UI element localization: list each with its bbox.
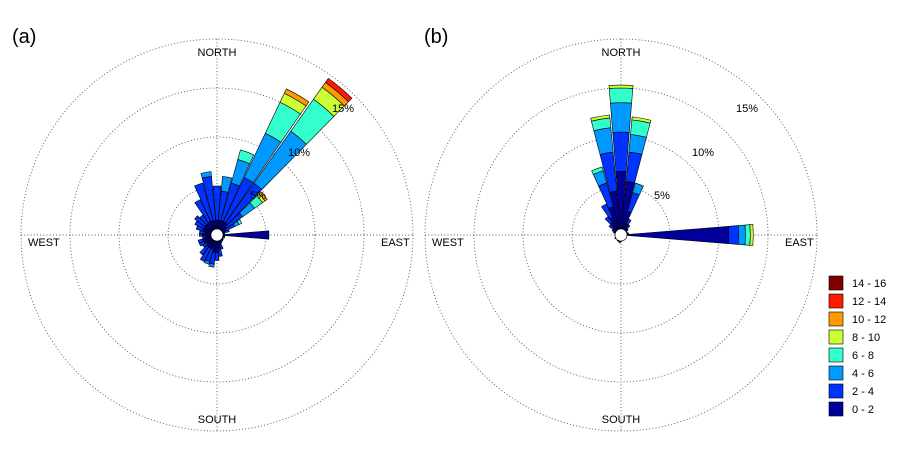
legend-swatch-2-4 (828, 383, 844, 399)
wedge-a-dir60-bin3 (236, 219, 243, 225)
legend-label-0-2: 0 - 2 (852, 404, 874, 416)
wedge-b-dir10-bin4 (631, 116, 652, 124)
panel-label-b: (b) (424, 26, 448, 48)
wedge-b-dir40-bin1 (626, 224, 631, 229)
wedge-a-dir310-bin1 (194, 215, 207, 227)
east-label-a: EAST (381, 237, 410, 249)
wedge-b-dir0-bin3 (608, 87, 634, 104)
wedge-a-dir170-bin1 (218, 248, 223, 257)
wedge-b-dir90-bin1 (728, 225, 739, 245)
wedge-b-dir10-bin2 (628, 134, 647, 155)
wedge-b-dir0-bin4 (608, 84, 634, 89)
wedge-b-dir340-bin3 (591, 166, 604, 175)
ring-label-15-b: 15% (736, 103, 758, 115)
grid-ring-10-a (118, 136, 316, 334)
ring-label-5-b: 5% (654, 190, 670, 202)
west-label-a: WEST (28, 237, 60, 249)
wind-rose-panel-b: (b) NORTH SOUTH EAST WEST 5% 10% 15% (424, 26, 818, 432)
grid-ring-20-a (20, 38, 414, 432)
ring-label-15-a: 15% (332, 103, 354, 115)
legend-label-14-16: 14 - 16 (852, 278, 886, 290)
wedge-a-dir10-bin2 (220, 176, 233, 193)
north-label-b: NORTH (602, 47, 641, 59)
wedge-b-dir0-bin2 (610, 102, 632, 133)
wedge-a-dir70-bin1 (223, 229, 230, 234)
legend: 14 - 16 12 - 14 10 - 12 8 - 10 6 - 8 4 -… (828, 275, 886, 417)
wedge-a-dir200-bin2 (203, 259, 211, 265)
wedge-b-dir90-bin4 (749, 224, 754, 246)
wedge-b-dir90-bin2 (737, 224, 746, 246)
wedge-a-dir50-bin5 (258, 191, 268, 202)
wedge-a-dir270-bin1 (199, 233, 203, 237)
legend-label-4-6: 4 - 6 (852, 368, 874, 380)
wedges-b (590, 84, 754, 246)
wedge-b-dir350-bin2 (593, 127, 614, 155)
wedge-b-dir320-bin1 (604, 216, 613, 225)
wedge-b-dir90-bin0 (620, 226, 730, 244)
wedge-a-dir90-bin0 (216, 230, 270, 240)
wedge-a-dir210-bin1 (199, 246, 212, 262)
wedge-a-dir350-bin2 (200, 171, 212, 179)
calm-center-a (210, 228, 224, 242)
legend-swatch-12-14 (828, 293, 844, 309)
grid-ring-20-b (424, 38, 818, 432)
wedge-b-dir10-bin1 (625, 151, 643, 184)
west-label-b: WEST (432, 237, 464, 249)
wedge-a-dir20-bin3 (237, 149, 255, 165)
wedge-a-dir330-bin1 (194, 199, 212, 224)
wind-rose-panel-a: (a) NORTH SOUTH EAST WEST 5% 10% 15% (12, 26, 414, 432)
ring-label-10-a: 10% (288, 147, 310, 159)
panel-label-a: (a) (12, 26, 36, 48)
legend-swatch-0-2 (828, 401, 844, 417)
legend-swatch-6-8 (828, 347, 844, 363)
wedge-a-dir30-bin5 (283, 88, 310, 107)
wedge-b-dir330-bin1 (601, 203, 613, 220)
south-label-b: SOUTH (602, 414, 641, 426)
legend-swatch-14-16 (828, 275, 844, 291)
wedge-a-dir220-bin1 (199, 245, 209, 256)
legend-swatch-4-6 (828, 365, 844, 381)
south-label-a: SOUTH (198, 414, 237, 426)
legend-label-12-14: 12 - 14 (852, 296, 886, 308)
calm-center-b (614, 228, 628, 242)
legend-label-6-8: 6 - 8 (852, 350, 874, 362)
wedge-a-dir250-bin1 (197, 238, 205, 244)
wedge-a-dir340-bin1 (194, 182, 214, 223)
wedge-a-dir0-bin1 (212, 185, 222, 221)
legend-label-10-12: 10 - 12 (852, 314, 886, 326)
wedge-a-dir260-bin1 (202, 235, 206, 240)
wedge-a-dir190-bin2 (208, 263, 215, 268)
wedge-b-dir30-bin1 (626, 218, 632, 225)
north-label-a: NORTH (198, 47, 237, 59)
wedge-b-dir0-bin1 (612, 131, 630, 172)
wedge-a-dir40-bin6 (325, 78, 353, 103)
wedge-a-dir180-bin1 (214, 252, 220, 261)
legend-label-8-10: 8 - 10 (852, 332, 880, 344)
ring-label-5-a: 5% (250, 190, 266, 202)
wedge-b-dir90-bin3 (744, 224, 751, 246)
wedge-a-dir320-bin1 (199, 214, 209, 225)
east-label-b: EAST (785, 237, 814, 249)
ring-label-10-b: 10% (692, 147, 714, 159)
wedge-a-dir300-bin1 (194, 220, 206, 230)
legend-label-2-4: 2 - 4 (852, 386, 874, 398)
legend-swatch-8-10 (828, 329, 844, 345)
wedge-b-dir350-bin4 (590, 114, 611, 122)
legend-swatch-10-12 (828, 311, 844, 327)
wedge-b-dir20-bin2 (632, 182, 644, 196)
